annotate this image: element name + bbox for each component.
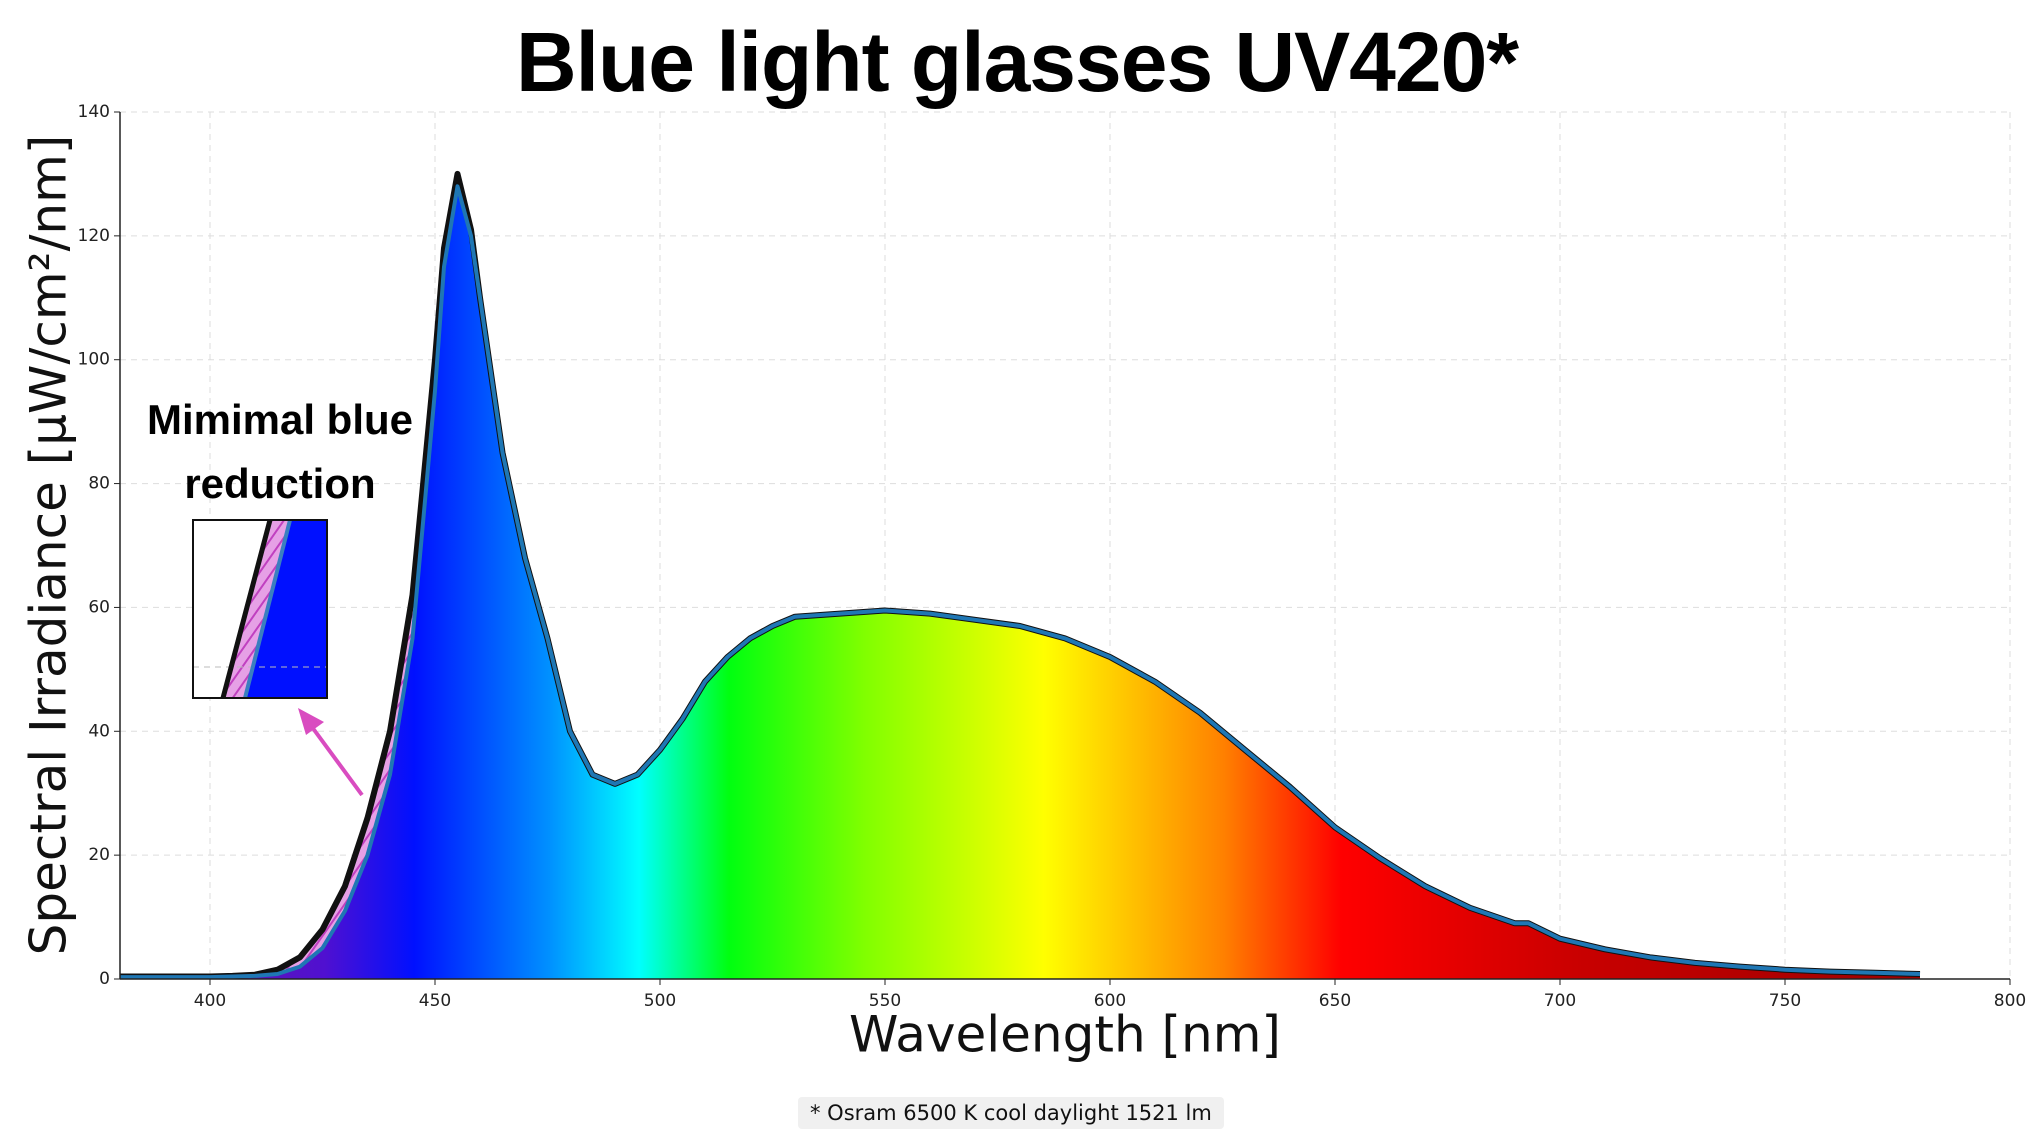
x-tick-label: 800 [1994,991,2026,1011]
x-tick-label: 750 [1769,991,1801,1011]
y-tick-label: 40 [88,721,110,741]
y-axis-label: Spectral Irradiance [μW/cm²/nm] [20,135,78,956]
x-tick-label: 600 [1094,991,1126,1011]
annotation: Mimimal blue reduction [146,396,414,507]
x-axis-label: Wavelength [nm] [849,1006,1281,1064]
x-tick-label: 650 [1319,991,1351,1011]
line [120,184,1921,980]
arrow [298,708,364,797]
y-tick-label: 0 [99,969,110,989]
x-tick-label: 700 [1544,991,1576,1011]
area [120,186,1920,980]
y-tick-label: 140 [78,102,110,122]
x-tick-label: 450 [419,991,451,1011]
inset [192,519,328,699]
y-tick-label: 120 [78,226,110,246]
x-tick-label: 500 [644,991,676,1011]
y-tick-label: 20 [88,845,110,865]
plot: 0 20 40 60 80 100 120 140 400 450 500 550 600 650 700 7… [78,102,2027,1011]
x-tick-label: 400 [194,991,226,1011]
y-tick-label: 80 [88,474,110,494]
footnote: * Osram 6500 K cool daylight 1521 lm [798,1097,1224,1129]
x-tick-label: 550 [869,991,901,1011]
chart-title: Blue light glasses UV420* [515,15,1519,109]
y-tick-label: 60 [88,597,110,617]
y-tick-label: 100 [78,350,110,370]
